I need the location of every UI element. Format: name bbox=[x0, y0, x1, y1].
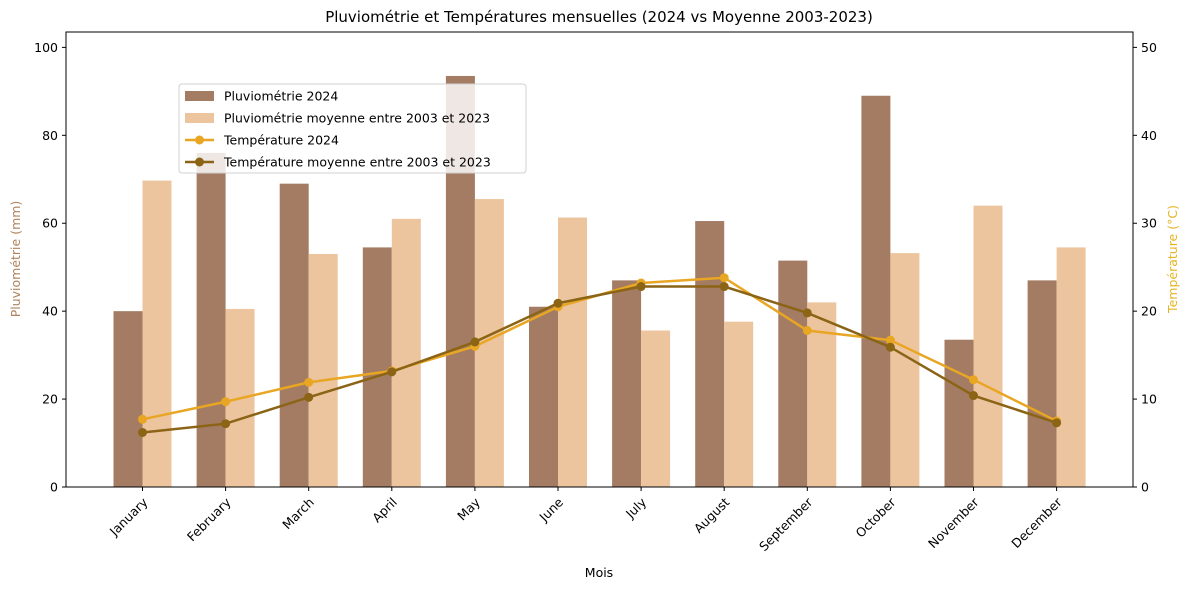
point-series-1-11 bbox=[1052, 418, 1062, 428]
bar-2024-5 bbox=[529, 306, 558, 487]
point-series-1-3 bbox=[387, 367, 397, 377]
y-left-tick-label-3: 60 bbox=[42, 216, 58, 231]
legend-swatch-0 bbox=[185, 91, 214, 101]
y-left-tick-label-2: 40 bbox=[42, 304, 58, 319]
bar-average-5 bbox=[558, 217, 587, 487]
bar-average-6 bbox=[641, 330, 671, 487]
bar-2024-1 bbox=[196, 152, 226, 487]
line-series-0 bbox=[142, 276, 1058, 423]
x-tick-label-7: August bbox=[691, 494, 733, 536]
point-series-1-6 bbox=[636, 282, 646, 292]
point-series-0-10 bbox=[969, 375, 978, 385]
bar-2024-2 bbox=[279, 183, 309, 487]
plot-frame bbox=[65, 31, 1134, 488]
point-series-1-4 bbox=[470, 337, 480, 347]
x-axis-label: Mois bbox=[585, 565, 613, 580]
legend-label-0: Pluviométrie 2024 bbox=[224, 89, 338, 104]
legend-marker-2 bbox=[195, 135, 204, 145]
bar-average-9 bbox=[890, 253, 920, 487]
x-tick-label-10: November bbox=[925, 494, 982, 551]
bar-average-7 bbox=[724, 321, 754, 487]
x-tick-label-3: April bbox=[369, 495, 400, 526]
point-series-1-1 bbox=[221, 419, 231, 429]
x-tick-label-4: May bbox=[454, 494, 483, 523]
point-series-0-0 bbox=[138, 414, 147, 424]
y-left-tick-label-1: 20 bbox=[42, 392, 58, 407]
y-left-tick-label-5: 100 bbox=[34, 40, 58, 55]
x-tick-label-0: January bbox=[106, 494, 151, 539]
x-tick-label-1: February bbox=[184, 494, 234, 544]
point-series-1-7 bbox=[719, 282, 729, 292]
y-right-tick-label-1: 10 bbox=[1141, 392, 1157, 407]
bar-2024-3 bbox=[362, 247, 392, 487]
bar-average-0 bbox=[142, 180, 172, 488]
legend-label-2: Température 2024 bbox=[223, 133, 339, 148]
chart-title: Pluviométrie et Températures mensuelles … bbox=[325, 8, 873, 26]
y-right-tick-label-2: 20 bbox=[1141, 304, 1157, 319]
bars-2024 bbox=[113, 75, 1057, 487]
point-series-1-5 bbox=[553, 298, 563, 308]
x-tick-label-8: September bbox=[756, 494, 816, 554]
point-series-0-8 bbox=[802, 325, 812, 335]
point-series-0-7 bbox=[719, 273, 729, 283]
x-tick-label-11: December bbox=[1008, 494, 1065, 551]
y-axis-right-label: Température (°C) bbox=[1165, 205, 1180, 314]
x-tick-label-6: July bbox=[622, 494, 650, 522]
y-axis-left: 0 20 40 60 80 100 bbox=[34, 40, 66, 495]
y-axis-right: 0 10 20 30 40 50 bbox=[1133, 40, 1157, 495]
bar-2024-8 bbox=[778, 260, 808, 487]
bar-2024-6 bbox=[612, 280, 642, 487]
point-series-0-2 bbox=[304, 377, 314, 387]
point-series-0-1 bbox=[221, 397, 231, 407]
x-axis: January February March April May June July Augu… bbox=[106, 487, 1065, 554]
legend-box bbox=[178, 83, 527, 174]
y-right-tick-label-4: 40 bbox=[1141, 128, 1157, 143]
legend: Pluviométrie 2024 Pluviométrie moyenne en… bbox=[178, 83, 527, 174]
y-axis-left-label: Pluviométrie (mm) bbox=[8, 201, 23, 318]
bar-2024-11 bbox=[1027, 280, 1057, 487]
y-right-tick-label-0: 0 bbox=[1141, 480, 1149, 495]
bar-2024-7 bbox=[695, 221, 725, 487]
bar-average-2 bbox=[308, 254, 338, 487]
bar-average-3 bbox=[391, 218, 421, 487]
bar-2024-0 bbox=[113, 311, 143, 487]
legend-swatch-1 bbox=[185, 113, 214, 123]
point-series-1-2 bbox=[304, 392, 314, 402]
point-series-1-10 bbox=[969, 391, 978, 401]
y-left-tick-label-0: 0 bbox=[50, 480, 58, 495]
y-left-tick-label-4: 80 bbox=[42, 128, 58, 143]
bar-2024-9 bbox=[861, 95, 891, 487]
bar-2024-10 bbox=[944, 339, 974, 487]
legend-label-3: Température moyenne entre 2003 et 2023 bbox=[223, 155, 491, 170]
temperature-lines bbox=[138, 273, 1062, 437]
y-right-tick-label-5: 50 bbox=[1141, 40, 1157, 55]
line-series-1 bbox=[142, 285, 1057, 434]
x-tick-label-9: October bbox=[853, 494, 900, 541]
point-series-1-9 bbox=[885, 342, 895, 352]
x-tick-label-2: March bbox=[279, 495, 317, 533]
point-series-1-0 bbox=[138, 427, 147, 437]
legend-marker-3 bbox=[195, 157, 204, 167]
bar-average-11 bbox=[1056, 247, 1086, 487]
bars-average bbox=[142, 180, 1086, 488]
bar-average-10 bbox=[973, 205, 1003, 487]
point-series-0-9 bbox=[885, 335, 895, 345]
point-series-1-8 bbox=[802, 308, 812, 318]
legend-label-1: Pluviométrie moyenne entre 2003 et 2023 bbox=[224, 111, 490, 126]
x-tick-label-5: June bbox=[536, 494, 567, 525]
y-right-tick-label-3: 30 bbox=[1141, 216, 1157, 231]
